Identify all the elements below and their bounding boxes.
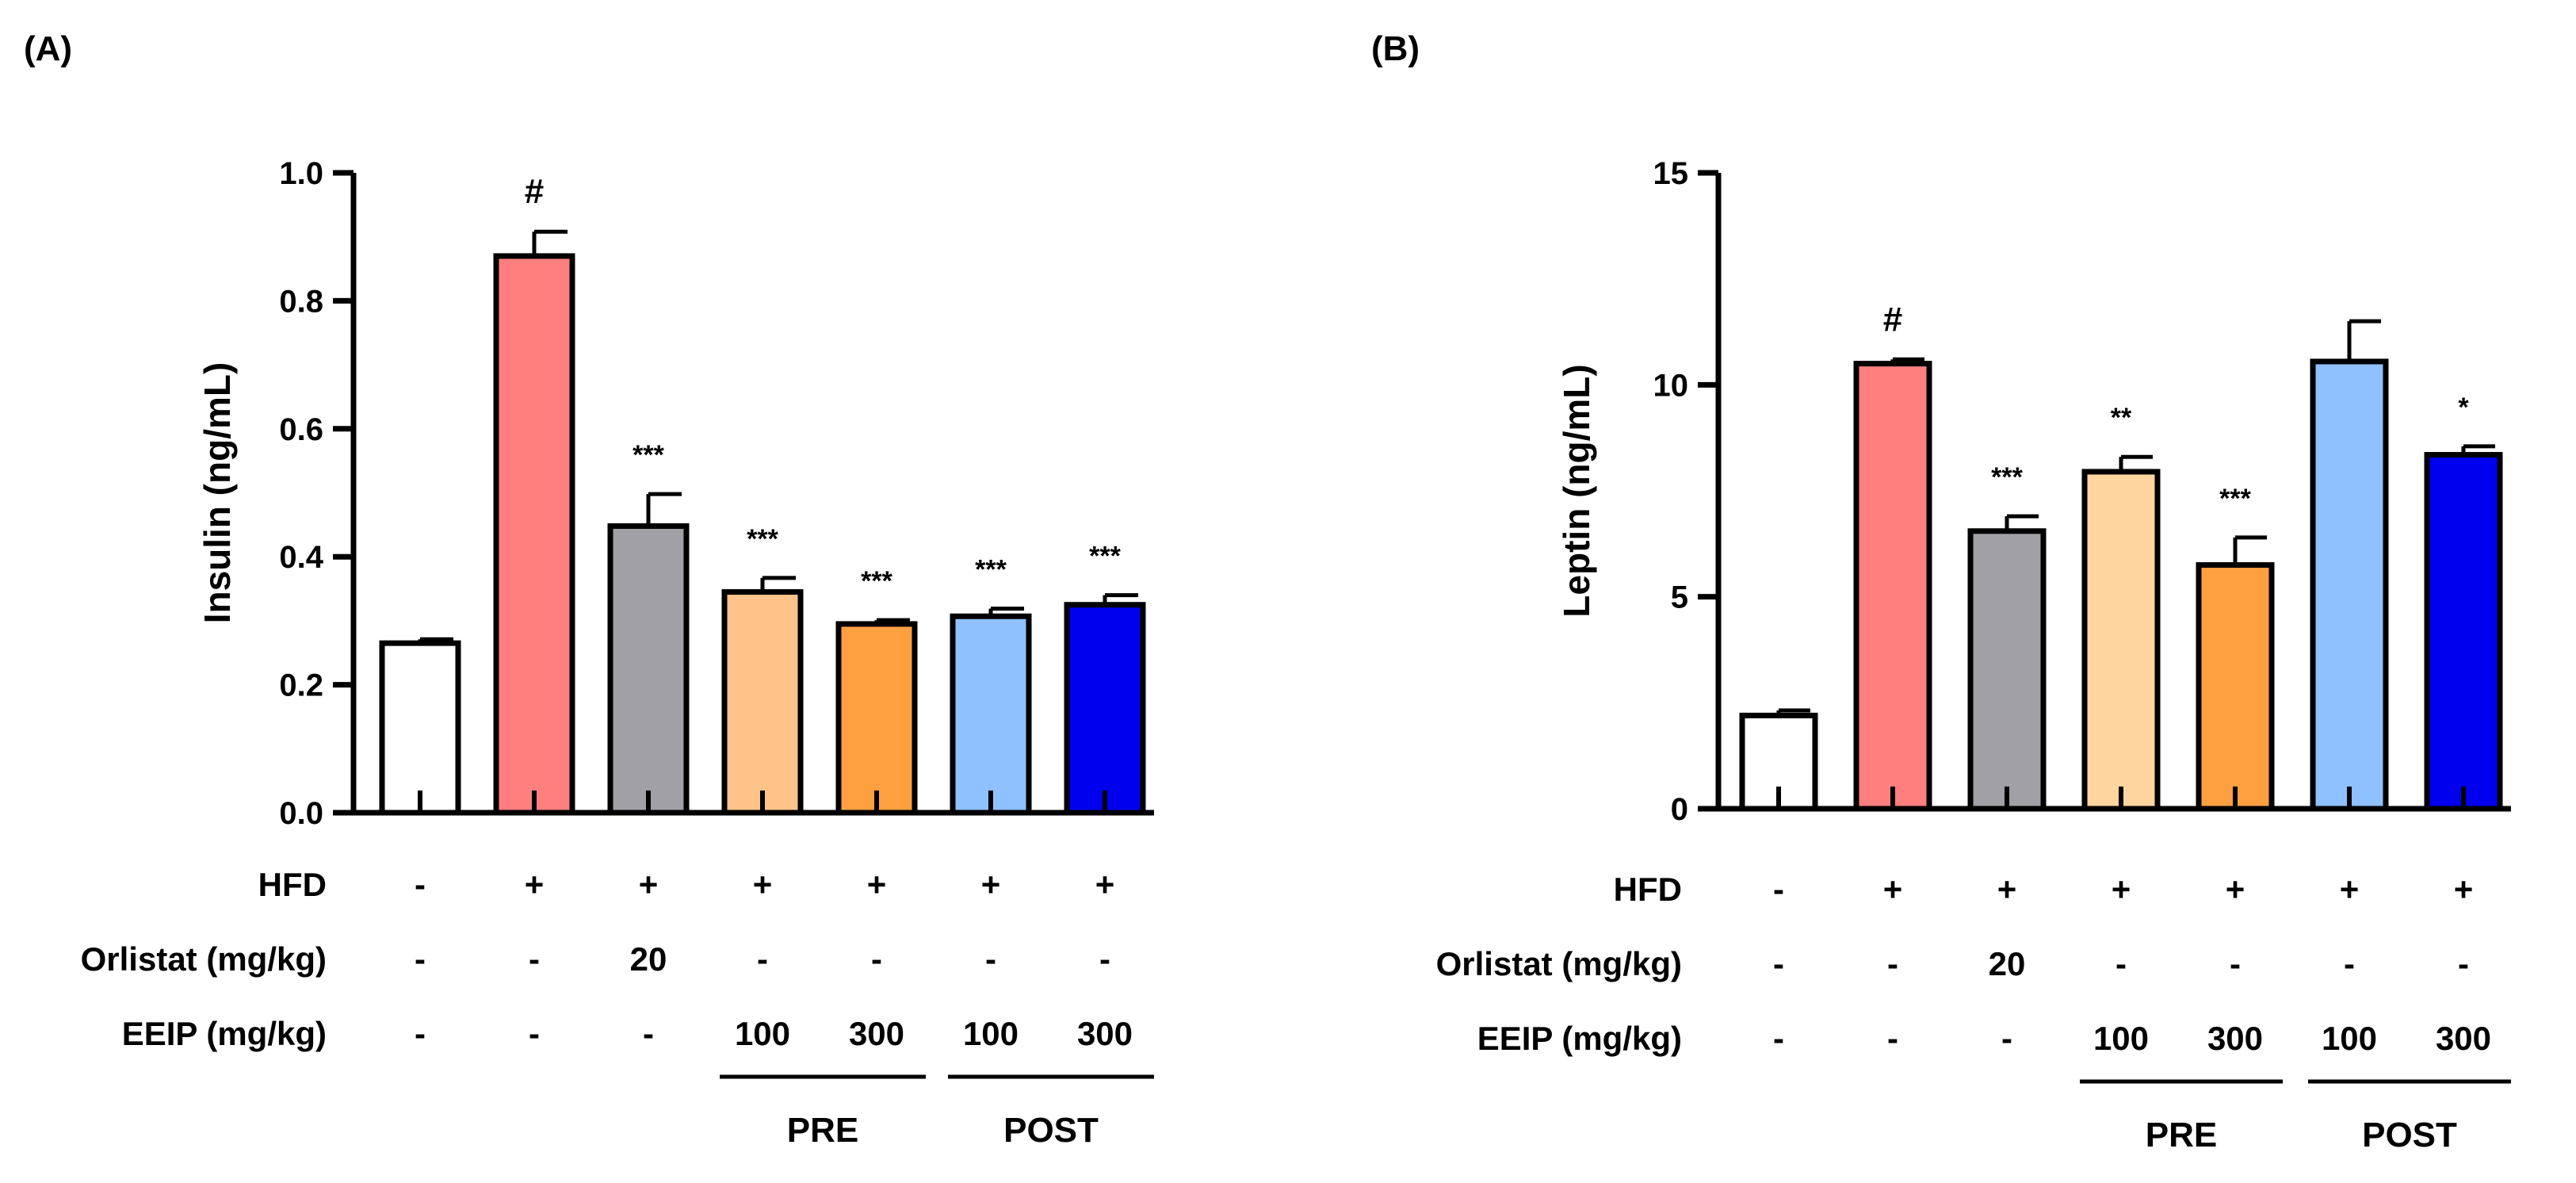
y-tick-label: 0	[1671, 792, 1688, 827]
bar	[379, 640, 461, 816]
group-label: POST	[1003, 1111, 1099, 1150]
table-cell: +	[525, 866, 545, 903]
table-cell: -	[1099, 940, 1110, 978]
group-label: PRE	[2146, 1116, 2217, 1154]
table-cell: +	[867, 866, 887, 903]
table-cell: -	[1773, 1020, 1784, 1057]
y-tick-label: 1.0	[279, 156, 323, 191]
table-cell: -	[757, 940, 768, 978]
table-cell: +	[639, 866, 659, 903]
table-cell: -	[1773, 945, 1784, 982]
table-cell: 20	[1989, 945, 2026, 982]
table-cell: +	[1883, 871, 1903, 908]
table-cell: +	[2454, 871, 2474, 908]
table-cell: -	[415, 866, 426, 903]
table-cell: 300	[1077, 1015, 1133, 1052]
table-cell: +	[2340, 871, 2360, 908]
y-tick-label: 10	[1653, 368, 1689, 403]
significance-marker: ***	[861, 566, 892, 596]
table-cell: 300	[2436, 1020, 2491, 1057]
significance-marker: ***	[1991, 462, 2023, 492]
panel-label: (A)	[24, 29, 72, 68]
table-cell: -	[529, 1015, 540, 1052]
table-cell: -	[1887, 945, 1898, 982]
bar	[2081, 469, 2161, 812]
table-cell: 100	[2093, 1020, 2149, 1057]
bar	[1967, 528, 2047, 812]
bar	[2310, 358, 2389, 812]
table-cell: +	[2226, 871, 2245, 908]
significance-marker: ***	[975, 555, 1007, 585]
table-cell: -	[415, 1015, 426, 1052]
y-tick-label: 0.6	[279, 412, 323, 447]
row-label: Orlistat (mg/kg)	[1436, 945, 1682, 982]
table-cell: -	[2230, 945, 2241, 982]
significance-marker: **	[2111, 403, 2132, 433]
table-cell: 20	[630, 940, 667, 978]
significance-marker: ***	[747, 524, 778, 554]
row-label: Orlistat (mg/kg)	[81, 940, 327, 978]
table-cell: -	[529, 940, 540, 978]
table-cell: -	[1773, 871, 1784, 908]
bar	[1064, 602, 1146, 816]
bar	[2196, 562, 2275, 812]
table-cell: -	[871, 940, 882, 978]
row-label: HFD	[258, 866, 327, 903]
group-label: PRE	[787, 1111, 858, 1150]
y-tick-label: 0.8	[279, 284, 323, 319]
bar	[607, 523, 690, 816]
y-tick-label: 0.0	[279, 796, 323, 831]
y-tick-label: 5	[1671, 580, 1688, 615]
y-tick-label: 0.2	[279, 668, 323, 703]
row-label: HFD	[1614, 871, 1682, 908]
bar	[493, 253, 575, 816]
significance-marker: *	[2458, 392, 2469, 423]
y-tick-label: 15	[1653, 156, 1689, 191]
table-cell: 100	[735, 1015, 790, 1052]
table-cell: +	[1095, 866, 1115, 903]
table-cell: -	[1887, 1020, 1898, 1057]
table-cell: -	[2001, 1020, 2012, 1057]
table-cell: -	[985, 940, 996, 978]
table-cell: 100	[963, 1015, 1019, 1052]
significance-marker: ***	[633, 440, 664, 470]
table-cell: -	[643, 1015, 654, 1052]
table-cell: 100	[2322, 1020, 2377, 1057]
row-label: EEIP (mg/kg)	[122, 1015, 327, 1052]
bar	[950, 613, 1032, 816]
bar	[835, 621, 918, 816]
table-cell: -	[2458, 945, 2469, 982]
y-axis-title: Leptin (ng/mL)	[1556, 364, 1597, 617]
significance-marker: #	[1883, 300, 1902, 339]
table-cell: 300	[849, 1015, 904, 1052]
table-cell: +	[2112, 871, 2131, 908]
bar	[1853, 361, 1932, 812]
group-label: POST	[2362, 1116, 2457, 1154]
significance-marker: ***	[2219, 484, 2251, 514]
panel-a: (A) 0.0 0.2 0.4 0.6 0.8 1.0 Insulin (ng/mL) # ***…	[24, 29, 1154, 1150]
significance-marker: #	[525, 172, 544, 211]
bar	[2424, 452, 2503, 812]
table-cell: 300	[2207, 1020, 2263, 1057]
y-tick-label: 0.4	[279, 540, 323, 575]
y-axis-title: Insulin (ng/mL)	[197, 362, 238, 624]
table-cell: +	[1997, 871, 2017, 908]
table-cell: -	[2115, 945, 2127, 982]
table-cell: -	[415, 940, 426, 978]
table-cell: +	[753, 866, 773, 903]
bar	[721, 589, 804, 816]
significance-marker: ***	[1089, 542, 1121, 572]
panel-label: (B)	[1371, 29, 1420, 68]
table-cell: -	[2344, 945, 2355, 982]
row-label: EEIP (mg/kg)	[1477, 1020, 1682, 1057]
table-cell: +	[981, 866, 1001, 903]
